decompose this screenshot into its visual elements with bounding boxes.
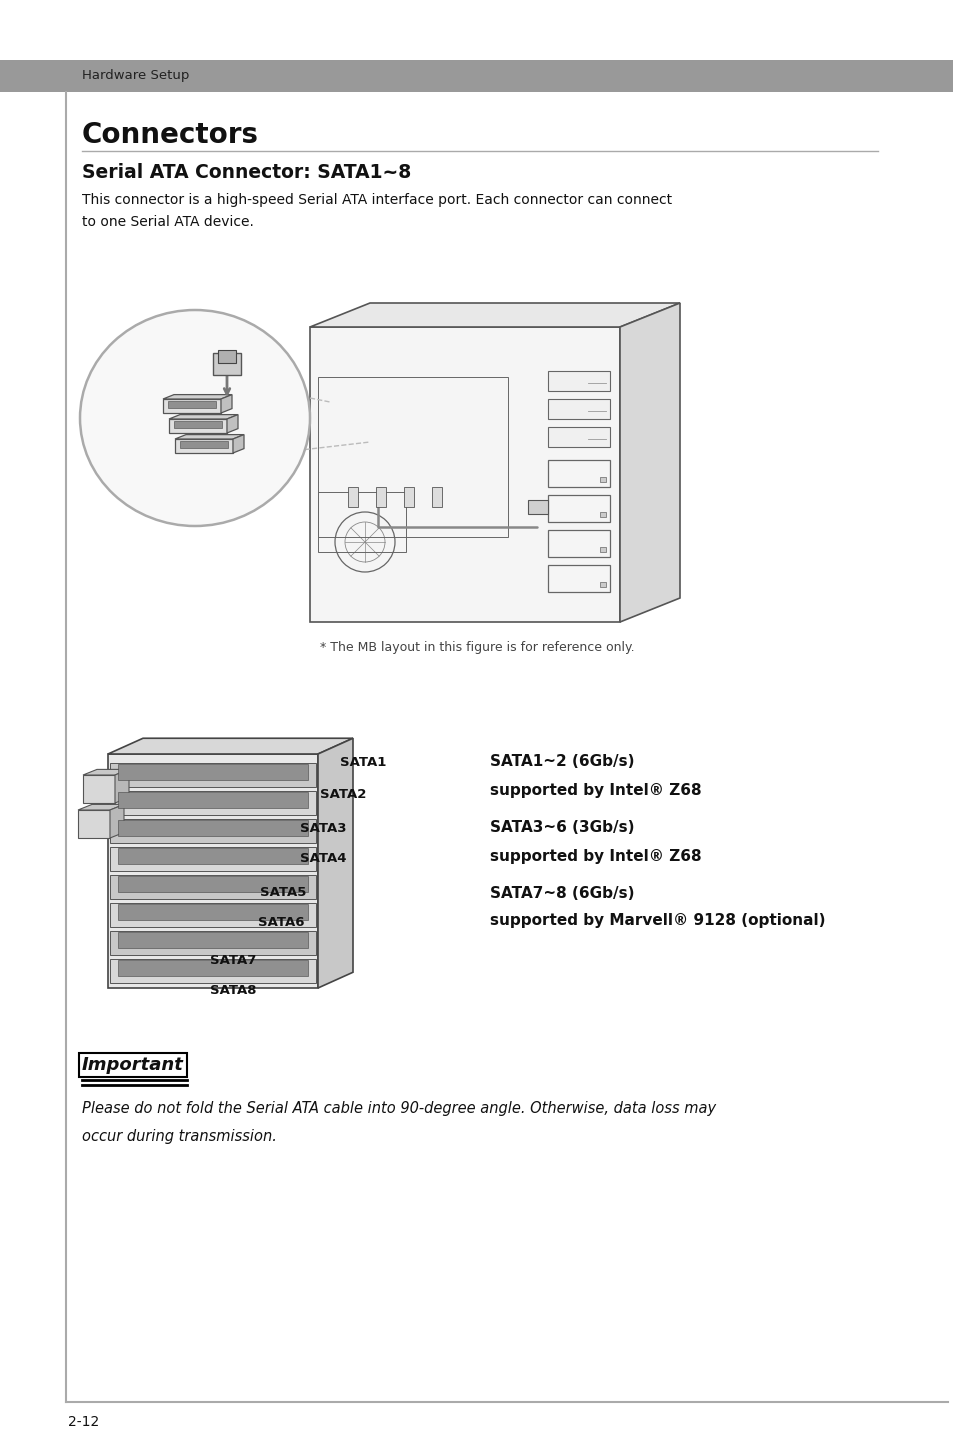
Text: * The MB layout in this figure is for reference only.: * The MB layout in this figure is for re… (319, 642, 634, 654)
Polygon shape (78, 811, 110, 838)
Bar (547, 427, 609, 447)
Text: SATA1~2 (6Gb/s): SATA1~2 (6Gb/s) (490, 755, 634, 769)
Bar (375, 487, 386, 507)
Bar (599, 513, 605, 517)
Text: supported by Intel® Z68: supported by Intel® Z68 (490, 782, 700, 798)
Bar (118, 821, 308, 836)
Bar (599, 547, 605, 551)
Bar (547, 566, 609, 591)
Bar (118, 932, 308, 948)
Bar (213, 354, 241, 375)
Text: Hardware Setup: Hardware Setup (82, 70, 190, 83)
Text: SATA5: SATA5 (260, 886, 306, 899)
Polygon shape (163, 400, 221, 412)
Polygon shape (83, 775, 115, 803)
Polygon shape (310, 304, 679, 326)
Bar (527, 500, 547, 514)
Polygon shape (115, 769, 129, 803)
Text: SATA6: SATA6 (257, 916, 304, 929)
Text: SATA2: SATA2 (319, 789, 366, 802)
Text: Serial ATA Connector: SATA1~8: Serial ATA Connector: SATA1~8 (82, 163, 411, 182)
Bar (180, 441, 228, 448)
Bar (110, 790, 315, 815)
Text: supported by Intel® Z68: supported by Intel® Z68 (490, 849, 700, 863)
Bar (317, 493, 406, 551)
Polygon shape (108, 739, 353, 755)
Bar (547, 460, 609, 487)
Text: occur during transmission.: occur during transmission. (82, 1128, 276, 1144)
Polygon shape (227, 415, 237, 432)
Bar (0, 60, 953, 92)
Ellipse shape (80, 309, 310, 526)
Bar (403, 487, 414, 507)
Bar (110, 846, 315, 871)
Bar (118, 876, 308, 892)
Text: SATA8: SATA8 (210, 984, 256, 997)
Bar (547, 400, 609, 420)
Text: SATA4: SATA4 (299, 852, 346, 865)
Bar (118, 904, 308, 919)
Bar (173, 421, 222, 428)
Text: SATA3: SATA3 (299, 822, 346, 835)
Polygon shape (83, 769, 129, 775)
Polygon shape (317, 739, 353, 988)
Bar (547, 495, 609, 523)
Text: 2-12: 2-12 (68, 1415, 99, 1429)
Bar (118, 765, 308, 780)
Bar (110, 904, 315, 927)
Bar (348, 487, 357, 507)
Polygon shape (174, 434, 244, 440)
Text: Important: Important (82, 1055, 184, 1074)
Text: to one Serial ATA device.: to one Serial ATA device. (82, 215, 253, 229)
Bar (110, 931, 315, 955)
Polygon shape (169, 420, 227, 432)
Bar (218, 349, 235, 362)
Polygon shape (310, 326, 619, 621)
Bar (110, 875, 315, 899)
Text: Please do not fold the Serial ATA cable into 90-degree angle. Otherwise, data lo: Please do not fold the Serial ATA cable … (82, 1101, 716, 1116)
Bar (110, 763, 315, 788)
Bar (168, 401, 215, 408)
Polygon shape (233, 434, 244, 453)
Bar (432, 487, 441, 507)
Bar (317, 377, 507, 537)
Polygon shape (169, 415, 237, 420)
Text: This connector is a high-speed Serial ATA interface port. Each connector can con: This connector is a high-speed Serial AT… (82, 193, 672, 208)
Bar (599, 477, 605, 483)
Text: SATA7: SATA7 (210, 954, 256, 967)
Polygon shape (78, 805, 124, 811)
Text: SATA7~8 (6Gb/s): SATA7~8 (6Gb/s) (490, 885, 634, 901)
Polygon shape (110, 805, 124, 838)
Bar (118, 792, 308, 808)
Polygon shape (174, 440, 233, 453)
Polygon shape (108, 755, 317, 988)
Text: SATA1: SATA1 (339, 756, 386, 769)
Polygon shape (163, 395, 232, 400)
Polygon shape (221, 395, 232, 412)
Polygon shape (619, 304, 679, 621)
Text: Connectors: Connectors (82, 120, 258, 149)
Bar (118, 959, 308, 977)
Bar (110, 819, 315, 843)
Text: supported by Marvell® 9128 (optional): supported by Marvell® 9128 (optional) (490, 914, 824, 928)
Bar (599, 581, 605, 587)
Bar (547, 371, 609, 391)
Bar (118, 848, 308, 863)
Bar (547, 530, 609, 557)
Text: SATA3~6 (3Gb/s): SATA3~6 (3Gb/s) (490, 821, 634, 835)
Bar (110, 959, 315, 982)
